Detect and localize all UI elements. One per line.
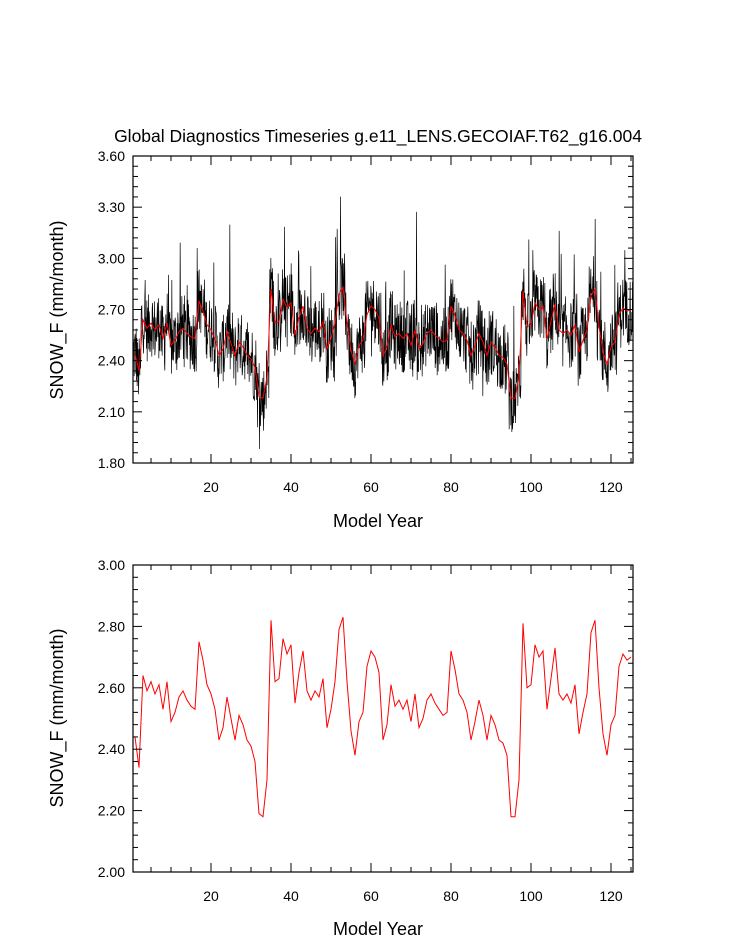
annual-series-line xyxy=(134,285,632,399)
x-tick-label: 120 xyxy=(599,479,623,495)
y-tick-label: 3.00 xyxy=(98,557,125,573)
bottom-chart-panel: 20 40 60 80 100 120 2.00 2.20 2.40 2.60 2.80 3.00 M… xyxy=(47,557,634,939)
x-tick-label: 80 xyxy=(443,479,459,495)
x-tick-label: 40 xyxy=(283,479,299,495)
y-tick-label: 2.20 xyxy=(98,803,125,819)
bottom-y-axis-label: SNOW_F (mm/month) xyxy=(47,628,68,807)
bottom-axis-ticks: 20 40 60 80 100 120 2.00 2.20 2.40 2.60 2.80 3.00 xyxy=(98,557,633,904)
y-tick-label: 3.60 xyxy=(98,148,125,164)
top-chart-marks xyxy=(132,196,634,449)
y-tick-label: 2.00 xyxy=(98,864,125,880)
y-tick-label: 2.40 xyxy=(98,353,125,369)
x-tick-label: 100 xyxy=(519,888,543,904)
y-tick-label: 2.40 xyxy=(98,741,125,757)
y-tick-label: 2.10 xyxy=(98,404,125,420)
y-tick-label: 2.80 xyxy=(98,618,125,634)
x-tick-label: 20 xyxy=(203,479,219,495)
annual-series-line xyxy=(134,617,632,818)
x-tick-label: 60 xyxy=(363,888,379,904)
y-tick-label: 3.30 xyxy=(98,199,125,215)
top-chart-panel: Global Diagnostics Timeseries g.e11_LENS… xyxy=(47,126,642,531)
top-x-axis-label: Model Year xyxy=(333,511,423,531)
x-tick-label: 60 xyxy=(363,479,379,495)
x-tick-label: 100 xyxy=(519,479,543,495)
y-tick-label: 1.80 xyxy=(98,455,125,471)
y-tick-label: 3.00 xyxy=(98,250,125,266)
bottom-x-axis-label: Model Year xyxy=(333,919,423,939)
bottom-plot-frame xyxy=(132,564,634,873)
y-tick-label: 2.60 xyxy=(98,680,125,696)
top-axis-ticks: 20 40 60 80 100 120 1.80 2.10 2.40 2.70 3.00 3.30 3.… xyxy=(98,148,633,495)
top-y-axis-label: SNOW_F (mm/month) xyxy=(47,220,68,399)
monthly-series-line xyxy=(132,196,634,449)
y-tick-label: 2.70 xyxy=(98,302,125,318)
bottom-chart-marks xyxy=(134,617,632,818)
x-tick-label: 20 xyxy=(203,888,219,904)
x-tick-label: 80 xyxy=(443,888,459,904)
x-tick-label: 40 xyxy=(283,888,299,904)
x-tick-label: 120 xyxy=(599,888,623,904)
chart-title: Global Diagnostics Timeseries g.e11_LENS… xyxy=(114,126,642,147)
